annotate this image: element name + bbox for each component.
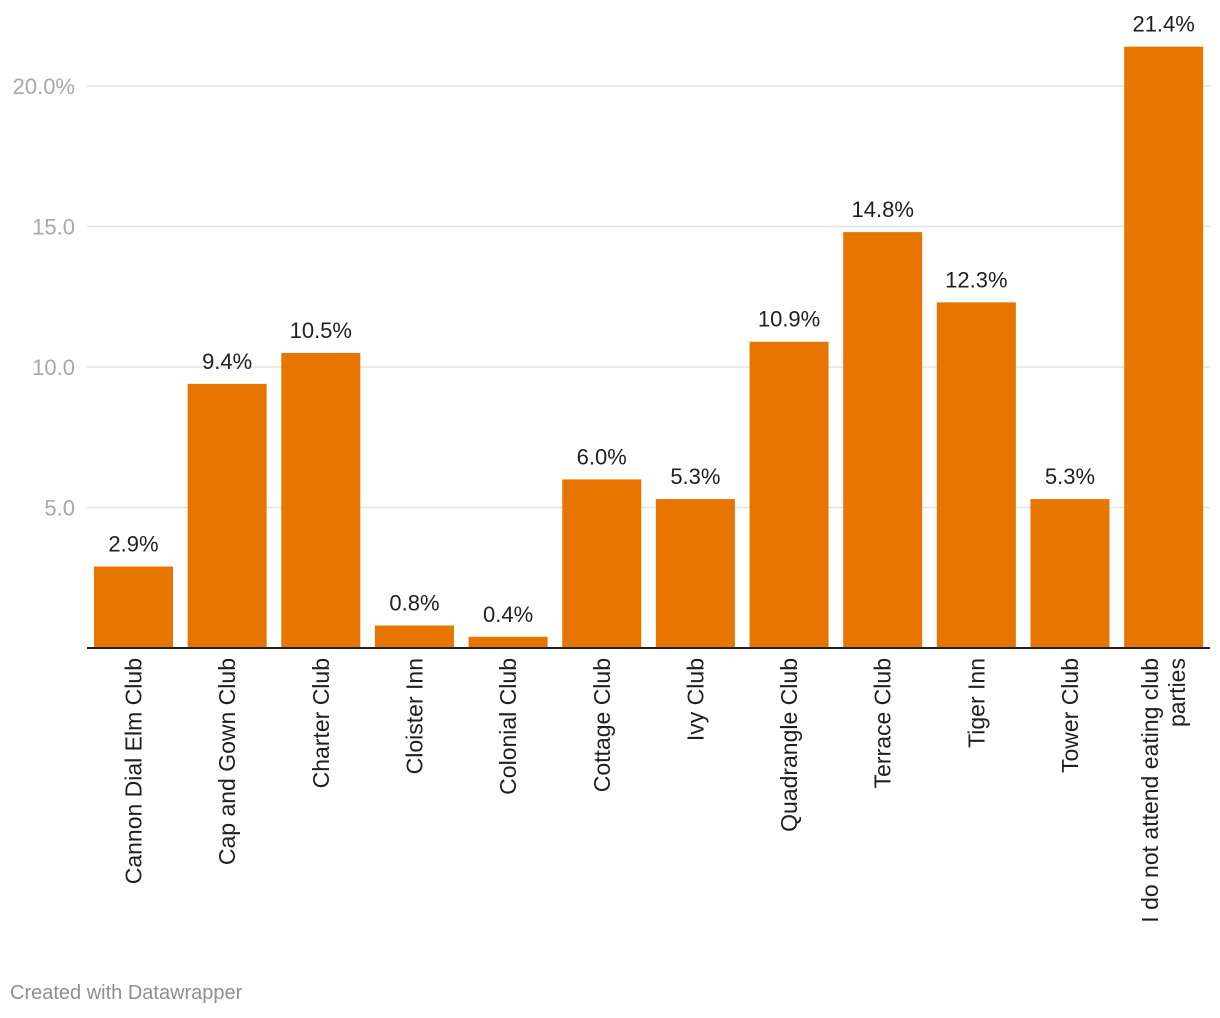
bar-value-label: 10.9% <box>758 307 820 332</box>
x-tick-label: Terrace Club <box>870 658 896 788</box>
bar-value-label: 0.4% <box>483 602 533 627</box>
bar <box>843 232 923 648</box>
bar <box>655 499 735 648</box>
bar <box>468 636 548 648</box>
bar-value-label: 0.8% <box>389 591 439 616</box>
x-tick-label: Ivy Club <box>682 658 708 741</box>
x-tick-label: Charter Club <box>308 658 334 788</box>
x-tick-label: Cannon Dial Elm Club <box>121 658 147 884</box>
y-tick-label: 5.0 <box>44 496 75 521</box>
bar <box>936 302 1016 648</box>
bar <box>94 566 173 648</box>
bar-value-label: 10.5% <box>290 318 352 343</box>
x-tick-label: Cloister Inn <box>401 658 427 774</box>
x-tick-label: Cottage Club <box>589 658 615 792</box>
bar <box>187 383 267 648</box>
x-tick-label: Tiger Inn <box>963 658 989 748</box>
bar <box>562 479 642 648</box>
y-tick-label: 20.0% <box>13 74 75 99</box>
bar <box>1124 46 1204 649</box>
datawrapper-credit: Created with Datawrapper <box>10 982 243 1004</box>
bar-value-label: 21.4% <box>1132 12 1194 37</box>
bar <box>1030 499 1110 648</box>
bar <box>374 625 454 648</box>
bar-value-label: 5.3% <box>670 464 720 489</box>
x-tick-label: Colonial Club <box>495 658 521 795</box>
x-tick-label: I do not attend eating club <box>1137 658 1163 923</box>
y-tick-label: 15.0 <box>32 215 75 240</box>
bar-value-label: 12.3% <box>945 267 1007 292</box>
bar-value-label: 14.8% <box>852 197 914 222</box>
bar-value-label: 2.9% <box>108 532 158 557</box>
bar <box>281 352 361 648</box>
x-tick-label: Quadrangle Club <box>776 658 802 832</box>
x-tick-label: parties <box>1164 658 1190 727</box>
bar-value-label: 6.0% <box>577 444 627 469</box>
y-tick-label: 10.0 <box>32 355 75 380</box>
x-tick-label: Tower Club <box>1057 658 1083 773</box>
bar <box>749 341 829 648</box>
bar-value-label: 5.3% <box>1045 464 1095 489</box>
x-tick-label: Cap and Gown Club <box>214 658 240 865</box>
bar-value-label: 9.4% <box>202 349 252 374</box>
